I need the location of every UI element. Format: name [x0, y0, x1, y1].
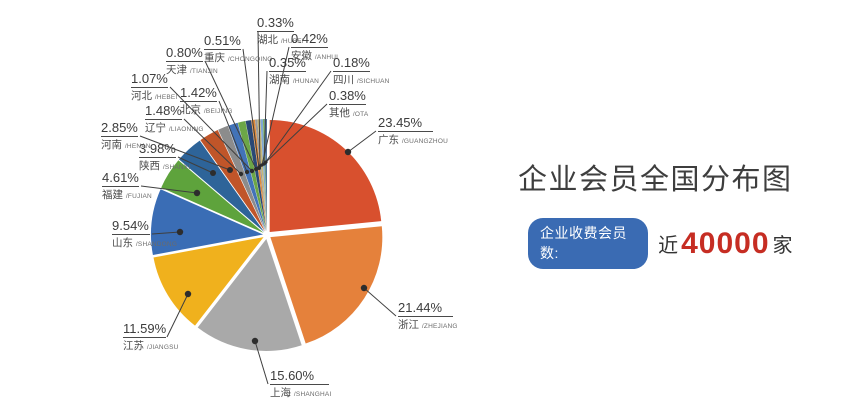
leader-line-tianjin	[204, 60, 257, 170]
pie-slice-fujian[interactable]	[161, 160, 264, 233]
page-title: 企业会员全国分布图	[518, 164, 793, 196]
leader-dot-fujian	[193, 189, 201, 197]
leader-line-shanxi	[177, 156, 214, 174]
leader-dot-henan	[227, 167, 233, 173]
leader-line-chongqing	[242, 48, 260, 169]
leader-line-liaoning	[183, 118, 242, 175]
pie-slice-beijing[interactable]	[228, 122, 266, 232]
leader-line-henan	[139, 135, 231, 171]
pie-slice-jiangsu[interactable]	[153, 237, 264, 326]
leader-line-ota	[265, 103, 328, 163]
leader-line-shandong	[151, 231, 181, 235]
pie-slice-shanxi[interactable]	[179, 140, 265, 233]
leader-dot-beijing	[244, 169, 250, 175]
leader-line-guangzhou	[347, 130, 377, 153]
leader-line-hubei	[257, 31, 261, 167]
leader-line-sichuan	[264, 70, 332, 164]
member-count-row: 企业收费会员数: 近 40000 家	[528, 218, 793, 269]
pie-slice-liaoning[interactable]	[218, 125, 266, 232]
leader-dot-shanghai	[251, 337, 259, 345]
member-count-badge: 企业收费会员数:	[528, 218, 649, 269]
pie-slice-guangzhou[interactable]	[269, 120, 382, 233]
pie-slice-shanghai[interactable]	[197, 238, 302, 351]
leader-dot-jiangsu	[184, 290, 192, 298]
pie-slice-hunan[interactable]	[260, 119, 267, 232]
pie-slice-hebei[interactable]	[238, 121, 267, 232]
pie-slice-shandong[interactable]	[151, 189, 264, 255]
leader-dot-ota	[264, 160, 268, 164]
leader-line-hunan	[263, 70, 268, 165]
count-suffix: 家	[772, 235, 793, 257]
leader-line-jiangsu	[166, 293, 189, 338]
leader-line-anhui	[261, 46, 290, 166]
leader-dot-hebei	[249, 168, 255, 174]
summary-panel: 企业会员全国分布图 企业收费会员数: 近 40000 家	[518, 156, 793, 269]
leader-line-beijing	[218, 100, 248, 173]
pie-slice-zhejiang[interactable]	[270, 226, 383, 344]
leader-dot-guangzhou	[344, 148, 352, 156]
pie-slice-sichuan[interactable]	[262, 119, 267, 232]
count-number: 40000	[681, 226, 770, 260]
leader-dot-shanxi	[210, 170, 216, 176]
leader-line-fujian	[140, 185, 198, 194]
leader-dot-shandong	[176, 228, 184, 236]
leader-line-shanghai	[254, 340, 269, 385]
member-count-value: 近 40000 家	[658, 227, 792, 261]
pie-slice-chongqing[interactable]	[251, 119, 267, 232]
pie-slice-tianjin[interactable]	[245, 120, 267, 232]
pie-slice-hubei[interactable]	[255, 119, 267, 232]
pie-slice-henan[interactable]	[200, 130, 265, 232]
leader-line-zhejiang	[363, 287, 397, 317]
count-prefix: 近	[658, 235, 679, 257]
leader-dot-zhejiang	[360, 284, 368, 292]
leader-dot-liaoning	[238, 171, 244, 177]
